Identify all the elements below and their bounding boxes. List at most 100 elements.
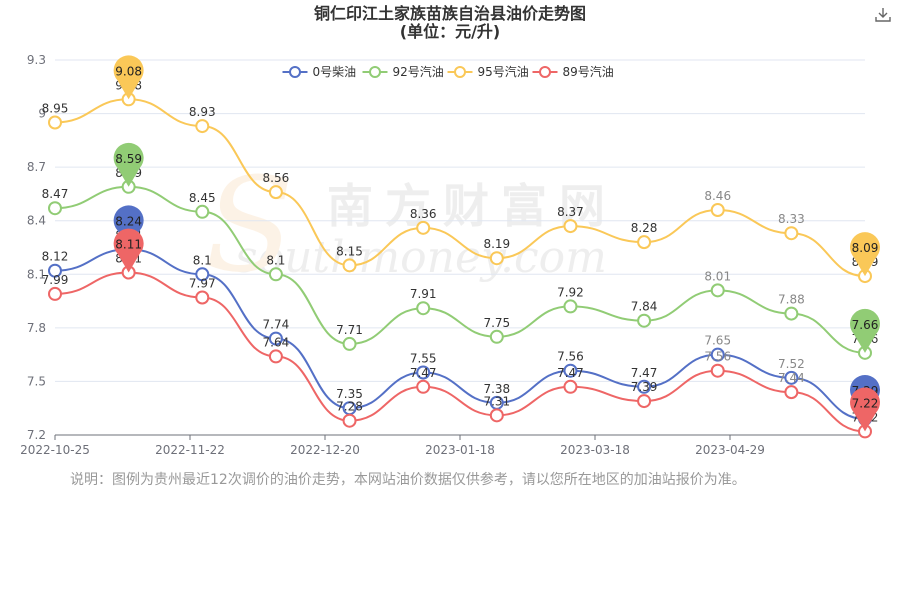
data-point bbox=[563, 299, 578, 314]
legend-label: 0号柴油 bbox=[313, 65, 357, 79]
data-point bbox=[489, 329, 504, 344]
legend-marker bbox=[539, 66, 551, 78]
y-tick-label: 8.1 bbox=[27, 267, 46, 281]
data-label: 8.36 bbox=[410, 207, 437, 221]
data-point bbox=[416, 301, 431, 316]
y-tick-label: 8.7 bbox=[27, 160, 46, 174]
x-tick-label: 2022-10-25 bbox=[20, 443, 90, 457]
data-point bbox=[637, 313, 652, 328]
data-point bbox=[637, 235, 652, 250]
data-label: 8.1 bbox=[193, 253, 212, 267]
download-icon[interactable] bbox=[874, 6, 892, 24]
data-label: 7.31 bbox=[483, 394, 510, 408]
data-label: 7.56 bbox=[704, 350, 731, 364]
chart-note: 说明：图例为贵州最近12次调价的油价走势，本网站油价数据仅供参考，请以您所在地区… bbox=[70, 472, 746, 488]
legend-label: 89号汽油 bbox=[563, 64, 614, 79]
min-pin bbox=[850, 232, 881, 277]
data-label: 8.93 bbox=[189, 105, 216, 119]
data-point bbox=[784, 370, 799, 385]
x-tick-label: 2023-04-29 bbox=[695, 443, 765, 457]
data-label: 8.28 bbox=[631, 221, 658, 235]
y-tick-label: 7.2 bbox=[27, 428, 46, 442]
data-point bbox=[563, 379, 578, 394]
legend-marker bbox=[369, 66, 381, 78]
data-label: 8.47 bbox=[42, 187, 69, 201]
min-pin-label: 7.66 bbox=[852, 318, 879, 332]
min-pin-label: 8.09 bbox=[852, 241, 879, 255]
data-point bbox=[710, 203, 725, 217]
data-point bbox=[195, 119, 210, 134]
data-label: 7.71 bbox=[336, 323, 363, 337]
legend-marker bbox=[454, 66, 466, 78]
x-tick-label: 2022-12-20 bbox=[290, 443, 360, 457]
data-point bbox=[563, 363, 578, 378]
data-label: 8.33 bbox=[778, 212, 805, 226]
data-point bbox=[416, 379, 431, 394]
y-tick-label: 9 bbox=[38, 107, 46, 121]
data-point bbox=[637, 379, 652, 394]
data-label: 7.97 bbox=[189, 277, 216, 291]
max-pin bbox=[113, 142, 144, 187]
data-label: 8.15 bbox=[336, 244, 363, 258]
data-point bbox=[268, 349, 283, 364]
data-label: 7.47 bbox=[631, 366, 658, 380]
data-point bbox=[710, 363, 725, 378]
data-label: 7.75 bbox=[483, 316, 510, 330]
max-pin-label: 8.24 bbox=[115, 214, 142, 228]
data-label: 7.35 bbox=[336, 387, 363, 401]
data-point bbox=[710, 283, 725, 298]
chart-subtitle: (单位：元/升) bbox=[399, 22, 501, 41]
data-point bbox=[342, 258, 357, 273]
data-point bbox=[710, 347, 725, 362]
chart-title: 铜仁印江土家族苗族自治县油价走势图 bbox=[313, 4, 586, 23]
min-pin bbox=[850, 308, 881, 353]
max-pin bbox=[113, 228, 144, 273]
data-point bbox=[48, 286, 62, 301]
data-label: 7.65 bbox=[704, 334, 731, 348]
data-label: 8.37 bbox=[557, 205, 584, 219]
data-point bbox=[784, 226, 799, 241]
y-tick-label: 7.5 bbox=[27, 374, 46, 388]
data-label: 7.92 bbox=[557, 285, 584, 299]
data-label: 8.01 bbox=[704, 269, 731, 283]
data-point bbox=[563, 219, 578, 234]
data-label: 8.19 bbox=[483, 237, 510, 251]
data-label: 7.55 bbox=[410, 352, 437, 366]
data-point bbox=[416, 365, 431, 380]
max-pin-label: 8.59 bbox=[115, 152, 142, 166]
data-point bbox=[268, 267, 283, 282]
data-point bbox=[195, 290, 210, 305]
x-tick-label: 2022-11-22 bbox=[155, 443, 225, 457]
data-point bbox=[637, 394, 652, 409]
x-tick-label: 2023-03-18 bbox=[560, 443, 630, 457]
data-point bbox=[342, 413, 357, 428]
data-label: 7.99 bbox=[42, 273, 69, 287]
max-pin-label: 9.08 bbox=[115, 64, 142, 78]
data-label: 7.38 bbox=[483, 382, 510, 396]
max-pin-label: 8.11 bbox=[115, 238, 142, 252]
max-pin bbox=[113, 205, 144, 250]
data-point bbox=[48, 115, 62, 130]
data-point bbox=[489, 251, 504, 266]
data-label: 8.56 bbox=[263, 171, 290, 185]
data-label: 7.64 bbox=[263, 335, 290, 349]
data-point bbox=[784, 385, 799, 400]
data-label: 7.28 bbox=[336, 400, 363, 414]
y-tick-label: 7.8 bbox=[27, 321, 46, 335]
data-point bbox=[195, 267, 210, 282]
data-label: 7.56 bbox=[557, 350, 584, 364]
legend-label: 92号汽油 bbox=[393, 64, 444, 79]
data-label: 7.47 bbox=[557, 366, 584, 380]
data-point bbox=[784, 306, 799, 321]
legend-marker bbox=[289, 66, 301, 78]
data-point bbox=[268, 331, 283, 346]
data-label: 7.84 bbox=[631, 300, 658, 314]
series-line bbox=[54, 98, 866, 278]
data-point bbox=[416, 220, 431, 235]
data-label: 7.74 bbox=[263, 318, 290, 332]
data-label: 7.47 bbox=[410, 366, 437, 380]
min-pin bbox=[850, 387, 881, 432]
data-label: 8.1 bbox=[266, 253, 285, 267]
y-tick-label: 9.3 bbox=[27, 53, 46, 67]
